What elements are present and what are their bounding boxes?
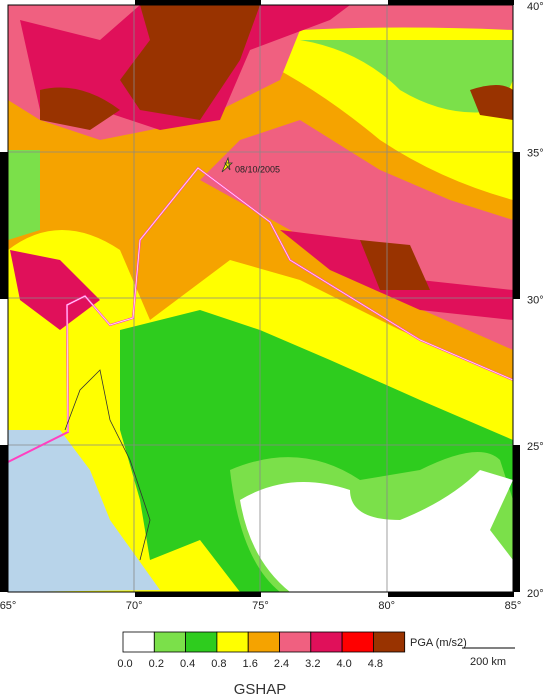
legend-swatch	[247, 631, 280, 653]
legend-label: 4.0	[336, 658, 351, 670]
legend-title: PGA (m/s2)	[410, 637, 467, 649]
lat-label: 35°	[527, 148, 544, 160]
legend-label: 4.8	[368, 658, 383, 670]
legend-swatch	[310, 631, 343, 653]
legend-swatch	[122, 631, 155, 653]
legend-label: 0.4	[180, 658, 195, 670]
legend-swatch	[372, 631, 406, 653]
lat-label: 30°	[527, 294, 544, 306]
lon-label: 70°	[126, 600, 143, 612]
lat-label: 25°	[527, 441, 544, 453]
legend-label: 0.8	[211, 658, 226, 670]
legend-label: 3.2	[305, 658, 320, 670]
legend-swatch	[185, 631, 218, 653]
source-label: GSHAP	[234, 681, 287, 698]
lon-label: 80°	[378, 600, 395, 612]
lon-label: 75°	[252, 600, 269, 612]
epicenter-label: 08/10/2005	[235, 164, 280, 174]
legend-label: 1.6	[243, 658, 258, 670]
legend-label: 0.2	[149, 658, 164, 670]
legend-swatch	[216, 631, 249, 653]
legend-label: 0.0	[117, 658, 132, 670]
lon-label: 65°	[0, 600, 16, 612]
lon-label: 85°	[505, 600, 522, 612]
legend-swatch	[153, 631, 187, 653]
legend-swatch	[341, 631, 374, 653]
legend-swatch	[279, 631, 312, 653]
legend-label: 2.4	[274, 658, 289, 670]
hazard-map	[8, 5, 513, 592]
lat-label: 20°	[527, 588, 544, 600]
lat-label: 40°	[527, 1, 544, 13]
scale-label: 200 km	[470, 656, 506, 668]
